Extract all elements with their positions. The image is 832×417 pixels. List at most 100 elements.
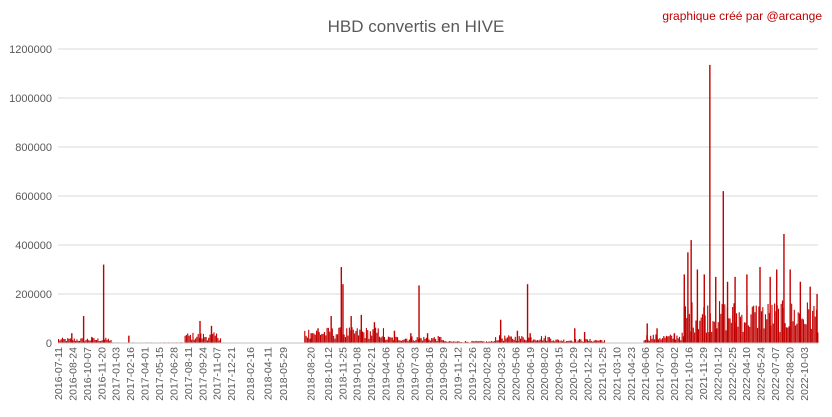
bar [678,336,681,343]
bar [64,338,66,343]
bar [377,328,379,343]
x-tick-label: 2022-02-25 [727,347,739,401]
bar [558,339,560,343]
bar [206,340,208,343]
bar [508,335,510,343]
bar [588,340,590,343]
bar [364,338,366,343]
bar [717,322,719,343]
bar [424,338,426,343]
bar [305,335,307,343]
bar [592,341,594,343]
bar [569,340,571,343]
bar [386,339,388,343]
bar [373,322,376,343]
bar [571,340,573,343]
bar [602,341,604,343]
y-tick-label: 800000 [15,142,52,154]
bar [784,323,786,343]
bar [651,338,653,343]
bar [316,330,318,343]
bar [106,339,108,343]
bar [314,334,316,343]
bar [81,338,83,343]
bar [195,338,197,343]
bar [501,338,503,343]
bar [698,329,700,343]
x-tick-label: 2016-11-20 [96,347,108,400]
y-tick-label: 200000 [15,289,52,301]
bar [652,334,654,343]
bar [348,327,350,343]
bar [522,337,524,343]
bar [426,333,429,343]
bar [668,336,670,343]
bar [192,332,194,343]
bar [443,341,445,343]
bar [759,267,761,343]
bar [781,300,784,343]
bar [582,341,585,343]
bar [601,340,603,343]
bar [783,233,785,343]
bar [329,331,331,343]
bar [96,339,98,343]
bar [408,339,410,343]
x-tick-label: 2017-06-28 [168,347,180,401]
x-tick-label: 2022-07-07 [770,347,782,401]
bar [764,314,766,343]
bar [78,340,81,343]
bar [747,325,749,343]
bar [82,316,85,343]
bar [576,341,578,343]
bar [431,338,433,343]
bar [454,341,456,343]
bar [502,340,505,343]
bar [776,269,778,343]
bar [681,332,683,343]
x-axis-tick-labels: 2016-07-11 2016-08-24 2016-10-07 2016-11-20… [53,347,811,401]
bar [814,316,816,343]
bar [801,318,803,343]
bar [367,330,369,343]
bar [323,331,325,343]
bar [483,341,485,343]
x-tick-label: 2018-02-16 [245,347,257,401]
bar [675,339,677,343]
bar [480,340,482,343]
bar [340,267,343,343]
bar [686,317,688,343]
bar [771,304,773,343]
x-tick-label: 2016-08-24 [67,347,79,401]
bar [743,322,745,343]
bar [755,305,757,343]
bar [196,336,198,343]
bar [306,337,308,343]
bar [564,341,566,343]
bar [437,335,439,343]
bar [330,316,332,343]
bar [510,336,512,343]
bar [758,306,760,343]
bar [445,340,447,343]
bar [654,339,656,343]
bar [212,334,214,343]
bar [780,303,782,343]
bar [690,240,692,343]
bar [219,338,222,343]
x-tick-label: 2020-09-15 [554,347,566,401]
bar [547,336,549,343]
bar [656,328,658,343]
bar [504,335,506,343]
bar [795,325,797,343]
bar [556,339,558,343]
bar [73,338,75,343]
bar [716,328,718,343]
bar [725,330,727,343]
bar [762,307,764,343]
bar [350,316,352,343]
bar [577,340,579,343]
bar [337,334,339,343]
bar [805,324,807,343]
y-tick-label: 1000000 [9,93,52,105]
